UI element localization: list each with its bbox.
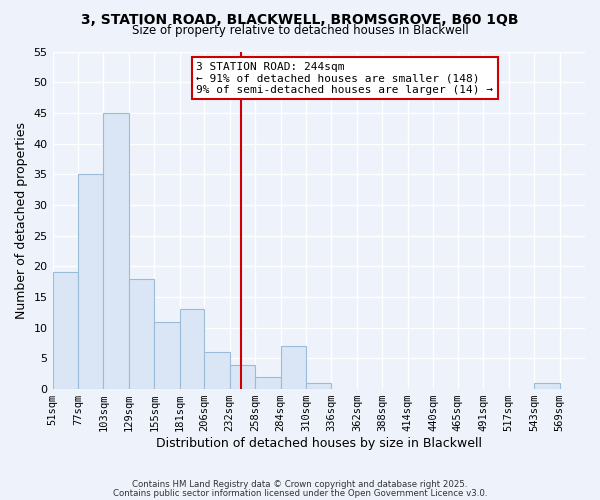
Bar xyxy=(255,377,281,389)
Bar xyxy=(103,113,129,389)
Text: Size of property relative to detached houses in Blackwell: Size of property relative to detached ho… xyxy=(131,24,469,37)
Text: Contains public sector information licensed under the Open Government Licence v3: Contains public sector information licen… xyxy=(113,488,487,498)
Bar xyxy=(129,278,154,389)
Bar xyxy=(53,272,78,389)
Bar xyxy=(534,383,560,389)
Bar xyxy=(78,174,103,389)
Bar xyxy=(230,364,255,389)
Text: 3 STATION ROAD: 244sqm
← 91% of detached houses are smaller (148)
9% of semi-det: 3 STATION ROAD: 244sqm ← 91% of detached… xyxy=(196,62,493,95)
Bar xyxy=(180,310,204,389)
Text: 3, STATION ROAD, BLACKWELL, BROMSGROVE, B60 1QB: 3, STATION ROAD, BLACKWELL, BROMSGROVE, … xyxy=(81,12,519,26)
Bar xyxy=(306,383,331,389)
X-axis label: Distribution of detached houses by size in Blackwell: Distribution of detached houses by size … xyxy=(156,437,482,450)
Bar xyxy=(154,322,180,389)
Bar xyxy=(204,352,230,389)
Text: Contains HM Land Registry data © Crown copyright and database right 2025.: Contains HM Land Registry data © Crown c… xyxy=(132,480,468,489)
Y-axis label: Number of detached properties: Number of detached properties xyxy=(15,122,28,319)
Bar xyxy=(281,346,306,389)
